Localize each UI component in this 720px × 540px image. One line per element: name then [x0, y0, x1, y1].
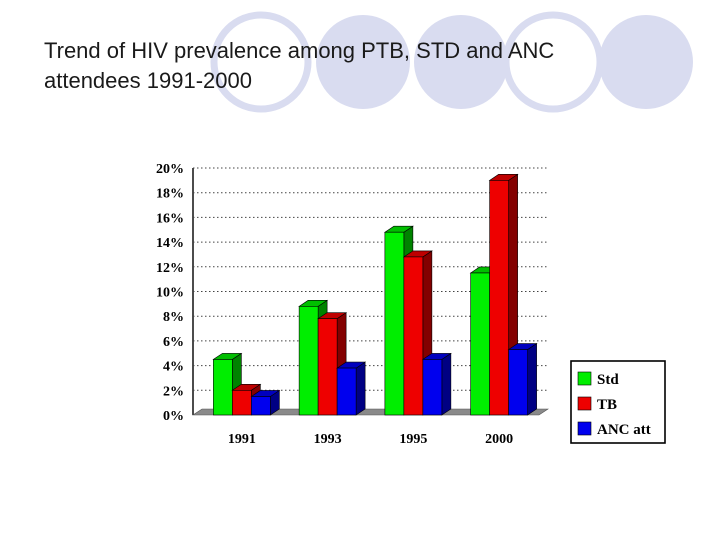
y-tick-label: 8%	[163, 310, 184, 325]
y-tick-label: 4%	[163, 360, 184, 375]
x-tick-label: 1995	[399, 432, 427, 447]
y-tick-label: 6%	[163, 335, 184, 350]
bar	[421, 352, 452, 416]
bar-front	[213, 359, 233, 416]
legend-swatch	[577, 371, 592, 386]
bar-front	[403, 256, 424, 416]
bar-front	[336, 367, 357, 416]
bar	[507, 342, 538, 416]
bar-front	[232, 389, 252, 416]
y-tick-label: 10%	[156, 286, 184, 301]
legend-label: TB	[597, 397, 617, 413]
decor-circle	[316, 15, 410, 109]
bar-front	[317, 318, 338, 416]
bar	[250, 389, 281, 416]
bar-front	[298, 306, 319, 416]
x-tick-label: 1991	[228, 432, 256, 447]
y-tick-label: 2%	[163, 384, 184, 399]
bar-front	[470, 272, 490, 416]
legend-label: Std	[597, 372, 619, 388]
legend-swatch	[577, 421, 592, 436]
x-tick-label: 1993	[314, 432, 342, 447]
y-tick-label: 20%	[156, 162, 184, 177]
slide-title: Trend of HIV prevalence among PTB, STD a…	[44, 38, 555, 93]
decor-circle	[210, 11, 312, 113]
y-tick-label: 12%	[156, 261, 184, 276]
y-tick-label: 0%	[163, 409, 184, 424]
bar-front	[489, 180, 509, 416]
y-tick-label: 16%	[156, 211, 184, 226]
bar-front	[251, 396, 271, 416]
legend-swatch	[577, 396, 592, 411]
bar-front	[422, 359, 443, 416]
decor-circle	[414, 15, 508, 109]
bar-front	[508, 349, 528, 416]
bar-front	[384, 231, 405, 416]
y-tick-label: 18%	[156, 187, 184, 202]
legend-label: ANC att	[597, 422, 651, 438]
bar-side	[355, 361, 366, 416]
bar	[336, 361, 367, 416]
bar-side	[441, 352, 452, 416]
bar-side	[527, 342, 537, 416]
decor-circle	[599, 15, 693, 109]
y-tick-label: 14%	[156, 236, 184, 251]
x-tick-label: 2000	[485, 432, 513, 447]
